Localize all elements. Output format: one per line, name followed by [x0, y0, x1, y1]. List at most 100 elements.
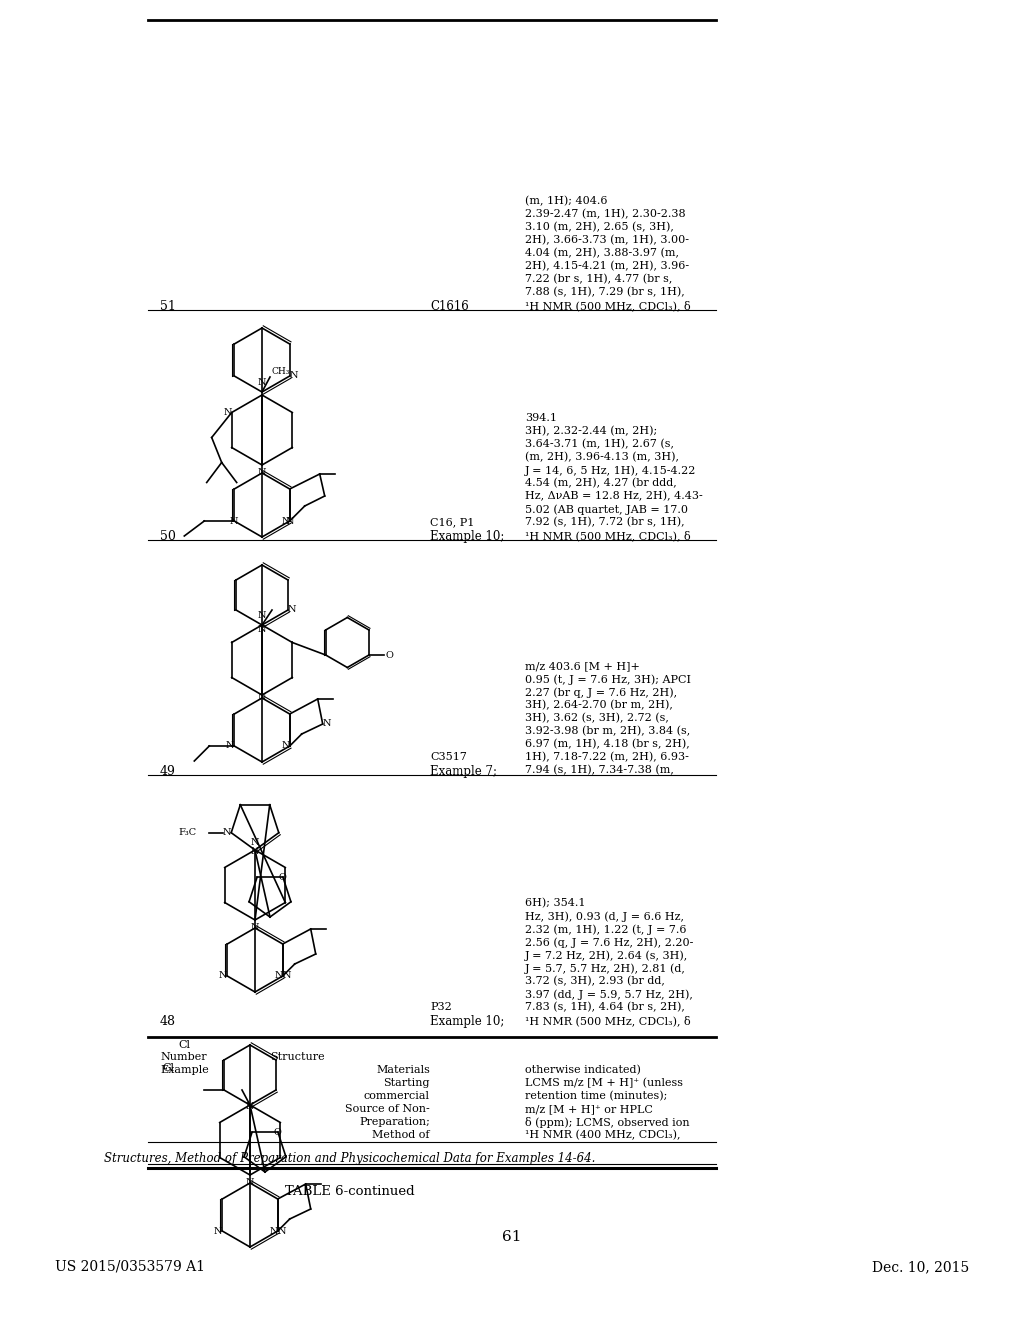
Text: 0.95 (t, J = 7.6 Hz, 3H); APCI: 0.95 (t, J = 7.6 Hz, 3H); APCI	[525, 675, 691, 685]
Text: LCMS m/z [M + H]⁺ (unless: LCMS m/z [M + H]⁺ (unless	[525, 1078, 683, 1089]
Text: ¹H NMR (500 MHz, CDCl₃), δ: ¹H NMR (500 MHz, CDCl₃), δ	[525, 1015, 690, 1026]
Text: Preparation;: Preparation;	[359, 1117, 430, 1127]
Text: TABLE 6-continued: TABLE 6-continued	[286, 1185, 415, 1199]
Text: 50: 50	[160, 531, 176, 543]
Text: Method of: Method of	[373, 1130, 430, 1140]
Text: 7.94 (s, 1H), 7.34-7.38 (m,: 7.94 (s, 1H), 7.34-7.38 (m,	[525, 766, 674, 775]
Text: Structure: Structure	[270, 1052, 325, 1063]
Text: 2.56 (q, J = 7.6 Hz, 2H), 2.20-: 2.56 (q, J = 7.6 Hz, 2H), 2.20-	[525, 937, 693, 948]
Text: F₃C: F₃C	[178, 828, 197, 837]
Text: retention time (minutes);: retention time (minutes);	[525, 1092, 668, 1101]
Text: m/z [M + H]⁺ or HPLC: m/z [M + H]⁺ or HPLC	[525, 1104, 653, 1114]
Text: N: N	[286, 516, 294, 525]
Text: N: N	[223, 408, 231, 417]
Text: Hz, ΔνAB = 12.8 Hz, 2H), 4.43-: Hz, ΔνAB = 12.8 Hz, 2H), 4.43-	[525, 491, 702, 502]
Text: 2.27 (br q, J = 7.6 Hz, 2H),: 2.27 (br q, J = 7.6 Hz, 2H),	[525, 686, 677, 697]
Text: (m, 2H), 3.96-4.13 (m, 3H),: (m, 2H), 3.96-4.13 (m, 3H),	[525, 451, 679, 462]
Text: N: N	[274, 972, 283, 981]
Text: N: N	[223, 828, 231, 837]
Text: N: N	[278, 1226, 287, 1236]
Text: US 2015/0353579 A1: US 2015/0353579 A1	[55, 1261, 205, 1274]
Text: J = 7.2 Hz, 2H), 2.64 (s, 3H),: J = 7.2 Hz, 2H), 2.64 (s, 3H),	[525, 950, 688, 961]
Text: Number: Number	[160, 1052, 207, 1063]
Text: J = 5.7, 5.7 Hz, 2H), 2.81 (d,: J = 5.7, 5.7 Hz, 2H), 2.81 (d,	[525, 964, 686, 974]
Text: N: N	[269, 1226, 278, 1236]
Text: 7.83 (s, 1H), 4.64 (br s, 2H),: 7.83 (s, 1H), 4.64 (br s, 2H),	[525, 1002, 685, 1012]
Text: N: N	[225, 742, 234, 751]
Text: 3.72 (s, 3H), 2.93 (br dd,: 3.72 (s, 3H), 2.93 (br dd,	[525, 975, 665, 986]
Text: Example 7;: Example 7;	[430, 766, 497, 777]
Text: ¹H NMR (500 MHz, CDCl₃), δ: ¹H NMR (500 MHz, CDCl₃), δ	[525, 531, 690, 541]
Text: N: N	[246, 1102, 254, 1111]
Text: Materials: Materials	[376, 1065, 430, 1074]
Text: 3.10 (m, 2H), 2.65 (s, 3H),: 3.10 (m, 2H), 2.65 (s, 3H),	[525, 222, 674, 232]
Text: N: N	[251, 847, 259, 855]
Text: 3H), 2.64-2.70 (br m, 2H),: 3H), 2.64-2.70 (br m, 2H),	[525, 700, 673, 710]
Text: 4.04 (m, 2H), 3.88-3.97 (m,: 4.04 (m, 2H), 3.88-3.97 (m,	[525, 248, 679, 259]
Text: P32: P32	[430, 1002, 452, 1012]
Text: 5.02 (AB quartet, JAB = 17.0: 5.02 (AB quartet, JAB = 17.0	[525, 504, 688, 515]
Text: C1616: C1616	[430, 300, 469, 313]
Text: O: O	[279, 873, 287, 882]
Text: N: N	[258, 693, 266, 702]
Text: J = 14, 6, 5 Hz, 1H), 4.15-4.22: J = 14, 6, 5 Hz, 1H), 4.15-4.22	[525, 465, 696, 475]
Text: N: N	[246, 1177, 254, 1187]
Text: N: N	[258, 611, 266, 620]
Text: N: N	[251, 838, 259, 847]
Text: 2H), 4.15-4.21 (m, 2H), 3.96-: 2H), 4.15-4.21 (m, 2H), 3.96-	[525, 261, 689, 272]
Text: 61: 61	[502, 1230, 522, 1243]
Text: Example: Example	[160, 1065, 209, 1074]
Text: 3.92-3.98 (br m, 2H), 3.84 (s,: 3.92-3.98 (br m, 2H), 3.84 (s,	[525, 726, 690, 737]
Text: 2H), 3.66-3.73 (m, 1H), 3.00-: 2H), 3.66-3.73 (m, 1H), 3.00-	[525, 235, 689, 246]
Text: 7.88 (s, 1H), 7.29 (br s, 1H),: 7.88 (s, 1H), 7.29 (br s, 1H),	[525, 286, 685, 297]
Text: 394.1: 394.1	[525, 413, 557, 422]
Text: Dec. 10, 2015: Dec. 10, 2015	[871, 1261, 969, 1274]
Text: 2.32 (m, 1H), 1.22 (t, J = 7.6: 2.32 (m, 1H), 1.22 (t, J = 7.6	[525, 924, 686, 935]
Text: 4.54 (m, 2H), 4.27 (br ddd,: 4.54 (m, 2H), 4.27 (br ddd,	[525, 478, 677, 488]
Text: 6H); 354.1: 6H); 354.1	[525, 898, 586, 908]
Text: Structures, Method of Preparation and Physicochemical Data for Examples 14-64.: Structures, Method of Preparation and Ph…	[104, 1152, 596, 1166]
Text: N: N	[288, 606, 297, 615]
Text: 7.92 (s, 1H), 7.72 (br s, 1H),: 7.92 (s, 1H), 7.72 (br s, 1H),	[525, 517, 685, 528]
Text: C16, P1: C16, P1	[430, 517, 474, 527]
Text: Starting: Starting	[384, 1078, 430, 1088]
Text: Example 10;: Example 10;	[430, 1015, 505, 1028]
Text: δ (ppm); LCMS, observed ion: δ (ppm); LCMS, observed ion	[525, 1117, 689, 1129]
Text: N: N	[214, 1226, 222, 1236]
Text: Cl: Cl	[162, 1063, 174, 1073]
Text: 49: 49	[160, 766, 176, 777]
Text: CH₃: CH₃	[272, 367, 291, 376]
Text: Cl: Cl	[178, 1040, 190, 1049]
Text: N: N	[282, 516, 290, 525]
Text: 3.64-3.71 (m, 1H), 2.67 (s,: 3.64-3.71 (m, 1H), 2.67 (s,	[525, 440, 674, 449]
Text: N: N	[219, 972, 227, 981]
Text: 3.97 (dd, J = 5.9, 5.7 Hz, 2H),: 3.97 (dd, J = 5.9, 5.7 Hz, 2H),	[525, 989, 693, 999]
Text: Hz, 3H), 0.93 (d, J = 6.6 Hz,: Hz, 3H), 0.93 (d, J = 6.6 Hz,	[525, 911, 684, 921]
Text: Source of Non-: Source of Non-	[345, 1104, 430, 1114]
Text: (m, 1H); 404.6: (m, 1H); 404.6	[525, 195, 607, 206]
Text: otherwise indicated): otherwise indicated)	[525, 1065, 641, 1076]
Text: ¹H NMR (400 MHz, CDCl₃),: ¹H NMR (400 MHz, CDCl₃),	[525, 1130, 681, 1140]
Text: ¹H NMR (500 MHz, CDCl₃), δ: ¹H NMR (500 MHz, CDCl₃), δ	[525, 300, 690, 310]
Text: N: N	[230, 516, 239, 525]
Text: O: O	[386, 651, 394, 660]
Text: C3517: C3517	[430, 752, 467, 762]
Text: O: O	[274, 1127, 282, 1137]
Text: m/z 403.6 [M + H]+: m/z 403.6 [M + H]+	[525, 661, 640, 671]
Text: N: N	[258, 624, 266, 634]
Text: 6.97 (m, 1H), 4.18 (br s, 2H),: 6.97 (m, 1H), 4.18 (br s, 2H),	[525, 739, 690, 750]
Text: 3H), 2.32-2.44 (m, 2H);: 3H), 2.32-2.44 (m, 2H);	[525, 426, 657, 437]
Text: N: N	[282, 742, 290, 751]
Text: commercial: commercial	[364, 1092, 430, 1101]
Text: N: N	[323, 719, 331, 729]
Text: 51: 51	[160, 300, 176, 313]
Text: 3H), 3.62 (s, 3H), 2.72 (s,: 3H), 3.62 (s, 3H), 2.72 (s,	[525, 713, 669, 723]
Text: 7.22 (br s, 1H), 4.77 (br s,: 7.22 (br s, 1H), 4.77 (br s,	[525, 275, 673, 284]
Text: N: N	[258, 469, 266, 478]
Text: 2.39-2.47 (m, 1H), 2.30-2.38: 2.39-2.47 (m, 1H), 2.30-2.38	[525, 209, 686, 219]
Text: 1H), 7.18-7.22 (m, 2H), 6.93-: 1H), 7.18-7.22 (m, 2H), 6.93-	[525, 752, 689, 763]
Text: N: N	[290, 371, 298, 380]
Text: N: N	[283, 972, 291, 981]
Text: N: N	[251, 923, 259, 932]
Text: 48: 48	[160, 1015, 176, 1028]
